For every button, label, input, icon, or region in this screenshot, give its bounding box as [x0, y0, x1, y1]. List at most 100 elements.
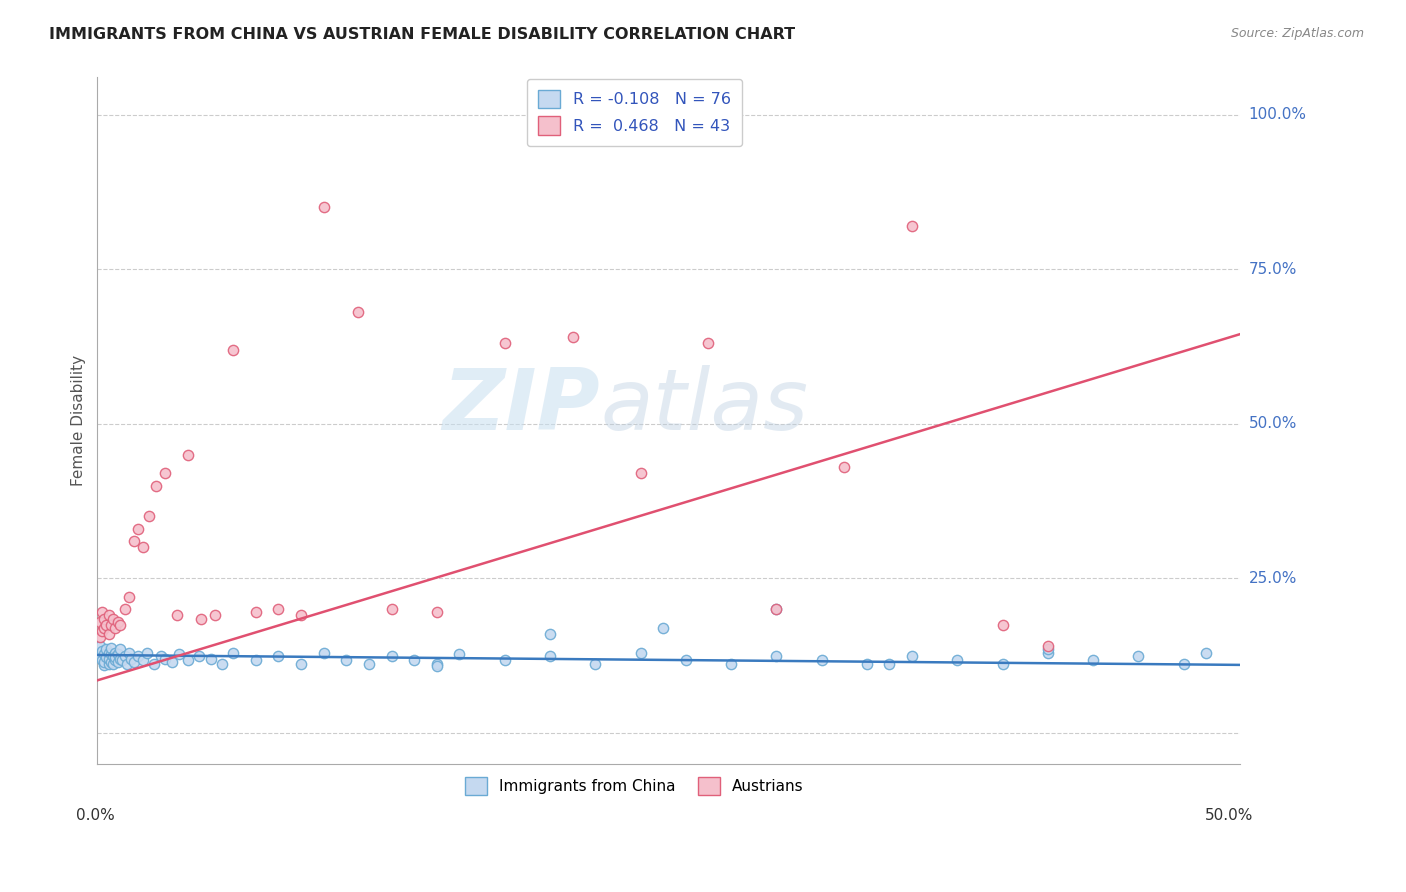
Point	[538, 648, 561, 663]
Text: atlas: atlas	[600, 366, 808, 449]
Point	[166, 608, 188, 623]
Point	[155, 466, 177, 480]
Point	[177, 448, 200, 462]
Point	[1195, 646, 1218, 660]
Point	[245, 605, 267, 619]
Point	[675, 653, 697, 667]
Point	[90, 644, 112, 658]
Point	[108, 617, 131, 632]
Point	[127, 522, 149, 536]
Point	[104, 646, 127, 660]
Point	[200, 651, 222, 665]
Point	[267, 648, 290, 663]
Point	[426, 659, 449, 673]
Point	[115, 657, 138, 671]
Point	[222, 646, 245, 660]
Point	[96, 617, 118, 632]
Point	[720, 657, 742, 671]
Point	[561, 330, 583, 344]
Point	[104, 621, 127, 635]
Point	[111, 653, 134, 667]
Point	[991, 657, 1014, 671]
Point	[104, 653, 127, 667]
Point	[103, 648, 125, 663]
Point	[245, 653, 267, 667]
Point	[426, 605, 449, 619]
Point	[97, 646, 120, 660]
Point	[290, 608, 312, 623]
Point	[1036, 646, 1059, 660]
Point	[97, 651, 120, 665]
Point	[357, 657, 380, 671]
Point	[96, 642, 118, 657]
Point	[131, 541, 153, 555]
Point	[494, 653, 516, 667]
Point	[107, 655, 129, 669]
Point	[97, 608, 120, 623]
Point	[96, 650, 118, 665]
Point	[449, 647, 471, 661]
Point	[122, 534, 145, 549]
Point	[211, 657, 233, 671]
Point	[90, 653, 112, 667]
Point	[120, 651, 142, 665]
Point	[107, 615, 129, 629]
Text: 0.0%: 0.0%	[76, 808, 114, 823]
Point	[177, 653, 200, 667]
Point	[118, 590, 141, 604]
Point	[89, 630, 111, 644]
Point	[188, 648, 211, 663]
Point	[93, 621, 115, 635]
Point	[103, 611, 125, 625]
Point	[630, 466, 652, 480]
Point	[765, 602, 787, 616]
Point	[122, 655, 145, 669]
Point	[267, 602, 290, 616]
Point	[100, 655, 122, 669]
Point	[346, 305, 368, 319]
Point	[108, 642, 131, 657]
Point	[131, 653, 153, 667]
Point	[1036, 642, 1059, 657]
Point	[538, 627, 561, 641]
Point	[89, 640, 111, 654]
Point	[93, 647, 115, 661]
Point	[97, 657, 120, 671]
Point	[138, 509, 160, 524]
Point	[312, 200, 335, 214]
Point	[108, 651, 131, 665]
Point	[1128, 648, 1150, 663]
Point	[1173, 657, 1195, 671]
Y-axis label: Female Disability: Female Disability	[72, 355, 86, 486]
Point	[697, 336, 720, 351]
Point	[167, 647, 190, 661]
Text: IMMIGRANTS FROM CHINA VS AUSTRIAN FEMALE DISABILITY CORRELATION CHART: IMMIGRANTS FROM CHINA VS AUSTRIAN FEMALE…	[49, 27, 796, 42]
Point	[90, 624, 112, 638]
Point	[1083, 653, 1105, 667]
Point	[856, 657, 879, 671]
Text: 50.0%: 50.0%	[1249, 417, 1296, 431]
Point	[136, 646, 159, 660]
Point	[901, 219, 924, 233]
Point	[879, 657, 901, 671]
Text: 50.0%: 50.0%	[1205, 808, 1253, 823]
Point	[97, 627, 120, 641]
Point	[290, 657, 312, 671]
Point	[832, 460, 855, 475]
Point	[93, 655, 115, 669]
Point	[103, 657, 125, 671]
Point	[100, 640, 122, 655]
Point	[155, 651, 177, 665]
Point	[381, 602, 404, 616]
Point	[404, 653, 426, 667]
Point	[145, 478, 167, 492]
Point	[946, 653, 969, 667]
Point	[100, 647, 122, 661]
Text: 100.0%: 100.0%	[1249, 107, 1306, 122]
Point	[104, 650, 127, 665]
Point	[765, 648, 787, 663]
Point	[93, 611, 115, 625]
Point	[93, 657, 115, 672]
Point	[991, 617, 1014, 632]
Point	[222, 343, 245, 357]
